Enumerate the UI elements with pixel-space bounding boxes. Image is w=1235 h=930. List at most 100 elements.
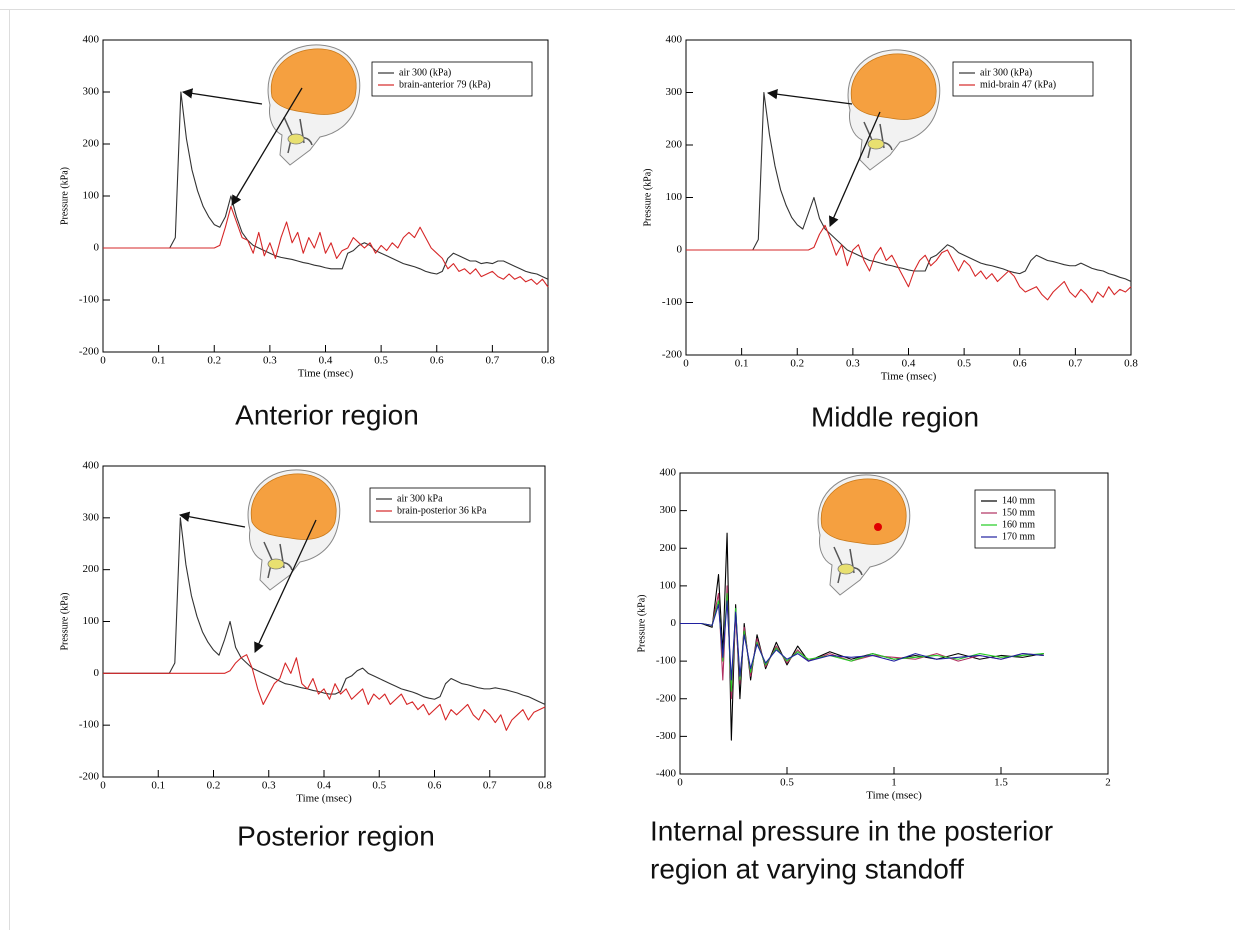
caption: region at varying standoff <box>650 853 964 884</box>
y-tick-label: 0 <box>671 617 677 629</box>
x-tick-label: 0.5 <box>780 777 794 789</box>
x-tick-label: 0.3 <box>263 355 277 367</box>
y-tick-label: 200 <box>83 138 100 150</box>
x-axis-title: Time (msec) <box>298 368 354 380</box>
x-tick-label: 0.2 <box>207 355 221 367</box>
y-axis-title: Pressure (kPa) <box>59 592 70 650</box>
x-tick-label: 2 <box>1105 777 1111 789</box>
x-tick-label: 0.6 <box>430 355 444 367</box>
y-tick-label: 400 <box>666 34 683 46</box>
y-tick-label: 0 <box>94 242 100 254</box>
legend-box <box>974 489 1056 549</box>
x-tick-label: 0.1 <box>735 358 749 370</box>
x-tick-label: 0.8 <box>541 355 555 367</box>
series-line <box>103 205 549 288</box>
brain <box>820 478 907 545</box>
x-tick-label: 0.7 <box>483 780 497 792</box>
series-line <box>686 91 1132 282</box>
y-tick-label: -200 <box>662 349 683 361</box>
brain <box>850 53 937 120</box>
x-tick-label: 0.4 <box>317 780 331 792</box>
x-tick-label: 0 <box>100 780 106 792</box>
x-axis-title: Time (msec) <box>296 793 352 805</box>
head-illustration <box>267 44 361 166</box>
annotation-arrow <box>828 111 881 227</box>
y-tick-label: 400 <box>83 460 100 472</box>
x-tick-label: 0 <box>677 777 683 789</box>
x-tick-label: 0.6 <box>1013 358 1027 370</box>
x-tick-label: 0 <box>100 355 106 367</box>
y-tick-label: 100 <box>83 615 100 627</box>
legend-label: brain-anterior 79 (kPa) <box>399 79 491 90</box>
x-tick-label: 0.5 <box>374 355 388 367</box>
x-tick-label: 0.5 <box>957 358 971 370</box>
teeth <box>287 133 305 145</box>
x-tick-label: 0.2 <box>207 780 221 792</box>
y-tick-label: -100 <box>79 719 100 731</box>
y-tick-label: 300 <box>660 504 677 516</box>
y-axis-title: Pressure (kPa) <box>59 167 70 225</box>
y-tick-label: -100 <box>662 296 683 308</box>
teeth <box>267 558 285 570</box>
head-illustration <box>847 49 941 171</box>
y-tick-label: 300 <box>83 511 100 523</box>
x-tick-label: 1 <box>891 777 897 789</box>
y-tick-label: 300 <box>666 86 683 98</box>
series-line <box>103 517 546 705</box>
y-tick-label: 200 <box>83 563 100 575</box>
legend-label: 150 mm <box>1002 507 1035 518</box>
y-tick-label: -200 <box>79 771 100 783</box>
caption: Posterior region <box>237 820 435 851</box>
legend-label: 160 mm <box>1002 519 1035 530</box>
x-tick-label: 0.1 <box>151 780 165 792</box>
x-tick-label: 0.7 <box>486 355 500 367</box>
brain <box>270 48 357 115</box>
x-tick-label: 0.1 <box>152 355 166 367</box>
y-tick-label: -200 <box>656 692 677 704</box>
legend-label: 140 mm <box>1002 495 1035 506</box>
teeth <box>867 138 885 150</box>
legend-label: air 300 kPa <box>397 493 443 504</box>
y-tick-label: -200 <box>79 346 100 358</box>
annotation-arrow <box>178 511 246 528</box>
x-tick-label: 0.7 <box>1069 358 1083 370</box>
head-illustration <box>817 474 911 596</box>
x-tick-label: 0.3 <box>262 780 276 792</box>
teeth <box>837 563 855 575</box>
y-tick-label: 400 <box>660 467 677 479</box>
y-tick-label: -300 <box>656 730 677 742</box>
x-tick-label: 0 <box>683 358 689 370</box>
legend-label: mid-brain 47 (kPa) <box>980 79 1056 90</box>
y-tick-label: -100 <box>79 294 100 306</box>
caption: Internal pressure in the posterior <box>650 815 1053 846</box>
x-tick-label: 0.4 <box>902 358 916 370</box>
y-tick-label: -400 <box>656 768 677 780</box>
y-tick-label: 200 <box>666 139 683 151</box>
legend-label: 170 mm <box>1002 531 1035 542</box>
y-tick-label: 100 <box>83 190 100 202</box>
y-tick-label: 100 <box>660 579 677 591</box>
x-tick-label: 0.2 <box>790 358 804 370</box>
x-tick-label: 1.5 <box>994 777 1008 789</box>
y-tick-label: 0 <box>94 667 100 679</box>
annotation-arrow <box>231 87 303 206</box>
legend-box <box>952 61 1094 97</box>
y-axis-title: Pressure (kPa) <box>642 168 653 226</box>
y-tick-label: 300 <box>83 86 100 98</box>
annotation-arrow <box>254 519 317 653</box>
y-axis-title: Pressure (kPa) <box>636 594 647 652</box>
x-axis-title: Time (msec) <box>881 371 937 383</box>
y-tick-label: 200 <box>660 542 677 554</box>
series-line <box>103 654 546 731</box>
legend-label: air 300 (kPa) <box>980 67 1032 78</box>
series-line <box>103 91 549 280</box>
x-axis-title: Time (msec) <box>866 790 922 802</box>
series-line <box>680 600 1044 681</box>
caption: Anterior region <box>235 399 419 430</box>
x-tick-label: 0.4 <box>319 355 333 367</box>
legend-box <box>369 487 531 523</box>
y-tick-label: -100 <box>656 655 677 667</box>
y-tick-label: 400 <box>83 34 100 46</box>
caption: Middle region <box>811 401 979 432</box>
